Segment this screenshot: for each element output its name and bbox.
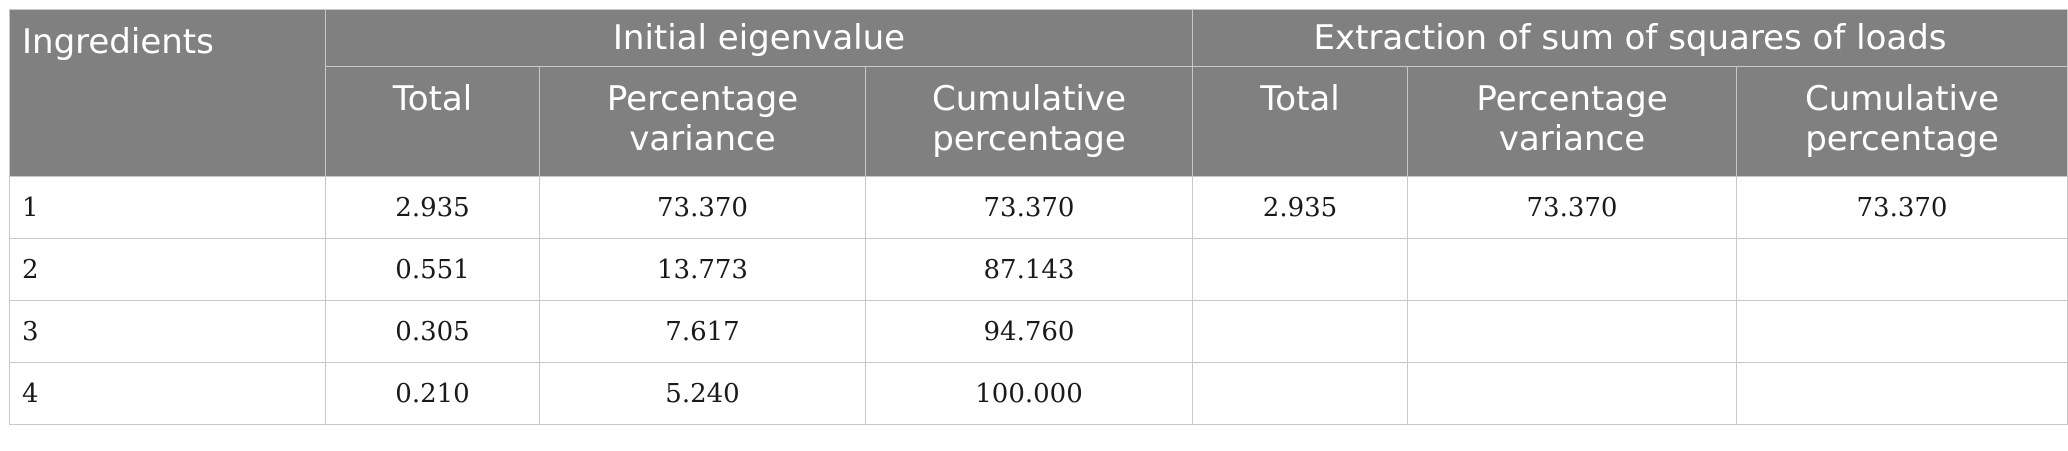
eigenvalue-table: Ingredients Initial eigenvalue Extractio… — [9, 9, 2068, 425]
header-text-line: Percentage — [606, 79, 799, 119]
table-row: 2 0.551 13.773 87.143 — [9, 238, 2068, 301]
initial-total-cell: 0.210 — [325, 362, 540, 425]
table-body: 1 2.935 73.370 73.370 2.935 73.370 73.37… — [9, 176, 2068, 425]
extraction-cumulative-percentage-cell — [1736, 300, 2068, 363]
header-extraction-total: Total — [1192, 66, 1408, 177]
initial-percentage-variance-cell: 7.617 — [539, 300, 866, 363]
initial-cumulative-percentage-cell: 73.370 — [865, 176, 1193, 239]
initial-cumulative-percentage-cell: 94.760 — [865, 300, 1193, 363]
header-initial-cumulative-percentage: Cumulative percentage — [865, 66, 1193, 177]
initial-total-cell: 2.935 — [325, 176, 540, 239]
initial-percentage-variance-cell: 73.370 — [539, 176, 866, 239]
initial-percentage-variance-cell: 5.240 — [539, 362, 866, 425]
extraction-percentage-variance-cell — [1407, 300, 1737, 363]
extraction-percentage-variance-cell — [1407, 238, 1737, 301]
table-row: 1 2.935 73.370 73.370 2.935 73.370 73.37… — [9, 176, 2068, 239]
eigenvalue-table-container: Ingredients Initial eigenvalue Extractio… — [9, 9, 2068, 425]
initial-percentage-variance-cell: 13.773 — [539, 238, 866, 301]
extraction-cumulative-percentage-cell: 73.370 — [1736, 176, 2068, 239]
row-label-cell: 1 — [9, 176, 326, 239]
extraction-total-cell — [1192, 238, 1408, 301]
initial-cumulative-percentage-cell: 87.143 — [865, 238, 1193, 301]
header-text-line: variance — [1498, 119, 1646, 159]
row-label-cell: 3 — [9, 300, 326, 363]
extraction-percentage-variance-cell: 73.370 — [1407, 176, 1737, 239]
row-label-cell: 2 — [9, 238, 326, 301]
extraction-cumulative-percentage-cell — [1736, 362, 2068, 425]
extraction-total-cell: 2.935 — [1192, 176, 1408, 239]
extraction-total-cell — [1192, 362, 1408, 425]
header-group-initial-eigenvalue: Initial eigenvalue — [325, 9, 1193, 67]
header-initial-total: Total — [325, 66, 540, 177]
table-row: 4 0.210 5.240 100.000 — [9, 362, 2068, 425]
header-row-groups: Ingredients Initial eigenvalue Extractio… — [9, 9, 2068, 177]
header-extraction-cumulative-percentage: Cumulative percentage — [1736, 66, 2068, 177]
extraction-percentage-variance-cell — [1407, 362, 1737, 425]
table-header: Ingredients Initial eigenvalue Extractio… — [9, 9, 2068, 177]
initial-total-cell: 0.551 — [325, 238, 540, 301]
header-group-extraction: Extraction of sum of squares of loads — [1192, 9, 2068, 67]
header-text-line: Percentage — [1476, 79, 1668, 119]
extraction-total-cell — [1192, 300, 1408, 363]
header-initial-percentage-variance: Percentage variance — [539, 66, 866, 177]
header-ingredients: Ingredients — [9, 9, 326, 177]
initial-total-cell: 0.305 — [325, 300, 540, 363]
header-text-line: percentage — [1805, 119, 1999, 159]
row-label-cell: 4 — [9, 362, 326, 425]
header-row-subcolumns: Total Percentage variance Cumulative per… — [10, 66, 2068, 177]
initial-cumulative-percentage-cell: 100.000 — [865, 362, 1193, 425]
header-text-line: Cumulative — [931, 79, 1127, 119]
extraction-cumulative-percentage-cell — [1736, 238, 2068, 301]
header-text-line: percentage — [932, 119, 1126, 159]
header-extraction-percentage-variance: Percentage variance — [1407, 66, 1737, 177]
table-row: 3 0.305 7.617 94.760 — [9, 300, 2068, 363]
header-text-line: variance — [629, 119, 776, 159]
header-text-line: Cumulative — [1804, 79, 2000, 119]
